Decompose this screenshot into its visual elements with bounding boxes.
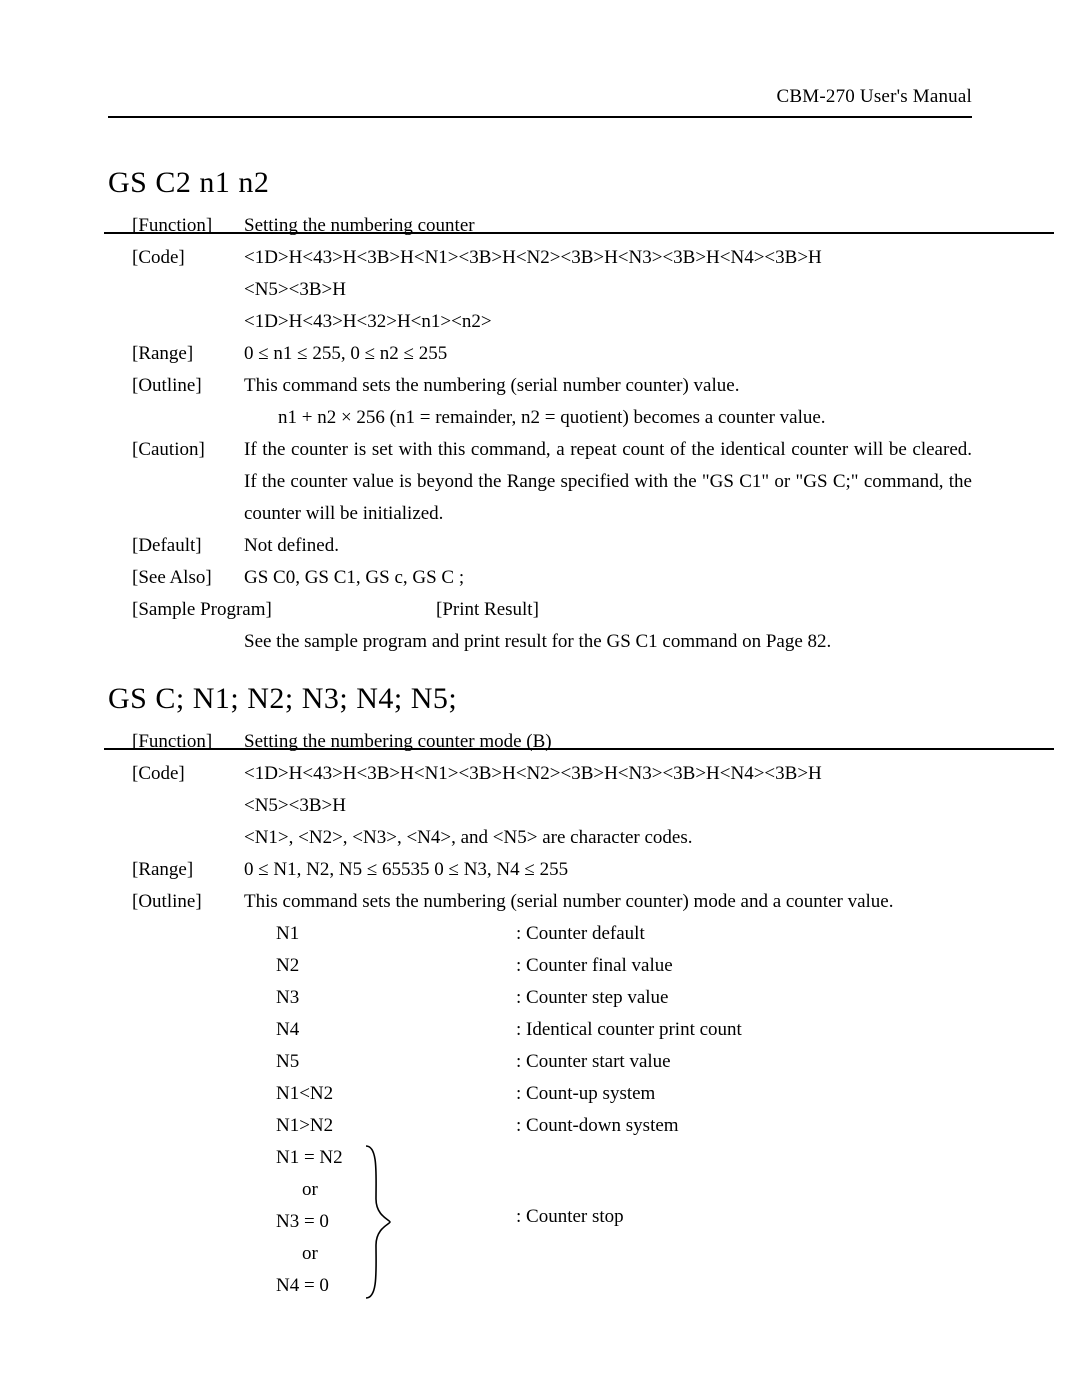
seealso-row: [See Also] GS C0, GS C1, GS c, GS C ; [132, 562, 972, 594]
sample-row: [Sample Program] [Print Result] [132, 594, 972, 626]
brace-line: N1 = N2 [276, 1142, 343, 1174]
param-desc: : Count-down system [516, 1110, 679, 1142]
param-desc: : Count-up system [516, 1078, 655, 1110]
param-row: N1>N2: Count-down system [276, 1110, 972, 1142]
function-label-2: [Function] [132, 726, 244, 758]
param-name: N1 [276, 918, 516, 950]
caution-row: [Caution] If the counter is set with thi… [132, 434, 972, 530]
brace-line: or [276, 1174, 343, 1206]
param-desc: : Counter step value [516, 982, 669, 1014]
doc-header: CBM-270 User's Manual [108, 86, 972, 108]
param-row: N2: Counter final value [276, 950, 972, 982]
param-name: N3 [276, 982, 516, 1014]
range-row: [Range] 0 ≤ n1 ≤ 255, 0 ≤ n2 ≤ 255 [132, 338, 972, 370]
range-label-2: [Range] [132, 854, 244, 886]
page: CBM-270 User's Manual GS C2 n1 n2 [Funct… [0, 0, 1080, 1397]
param-name: N2 [276, 950, 516, 982]
param-row: N1: Counter default [276, 918, 972, 950]
function-row: [Function] Setting the numbering counter [132, 210, 972, 242]
param-name: N1>N2 [276, 1110, 516, 1142]
caution-label: [Caution] [132, 434, 244, 530]
seealso-label: [See Also] [132, 562, 244, 594]
section2-body: [Function] Setting the numbering counter… [132, 726, 972, 1302]
param-name: N5 [276, 1046, 516, 1078]
code-label-2: [Code] [132, 758, 244, 790]
code2-line1: <1D>H<43>H<3B>H<N1><3B>H<N2><3B>H<N3><3B… [244, 758, 972, 790]
outline-label: [Outline] [132, 370, 244, 402]
param-row: N5: Counter start value [276, 1046, 972, 1078]
function-row-2: [Function] Setting the numbering counter… [132, 726, 972, 758]
param-row: N1<N2: Count-up system [276, 1078, 972, 1110]
function-value: Setting the numbering counter [244, 210, 475, 242]
sample-note: See the sample program and print result … [244, 626, 972, 658]
brace-line: or [276, 1238, 343, 1270]
param-desc: : Counter final value [516, 950, 673, 982]
outline-value-2: This command sets the numbering (serial … [244, 886, 972, 918]
seealso-value: GS C0, GS C1, GS c, GS C ; [244, 562, 972, 594]
print-label: [Print Result] [436, 594, 539, 626]
range-value: 0 ≤ n1 ≤ 255, 0 ≤ n2 ≤ 255 [244, 338, 972, 370]
default-label: [Default] [132, 530, 244, 562]
param-desc: : Identical counter print count [516, 1014, 742, 1046]
param-desc: : Counter default [516, 918, 645, 950]
range-value-2: 0 ≤ N1, N2, N5 ≤ 65535 0 ≤ N3, N4 ≤ 255 [244, 854, 972, 886]
outline-line1: This command sets the numbering (serial … [244, 370, 972, 402]
caution-value: If the counter is set with this command,… [244, 434, 972, 530]
code2-line3: <N1>, <N2>, <N3>, <N4>, and <N5> are cha… [244, 822, 972, 854]
outline-line2: n1 + n2 × 256 (n1 = remainder, n2 = quot… [244, 402, 972, 434]
brace-items: N1 = N2 or N3 = 0 or N4 = 0 [276, 1142, 343, 1302]
section2-title: GS C; N1; N2; N3; N4; N5; [108, 682, 972, 716]
outline-row: [Outline] This command sets the numberin… [132, 370, 972, 402]
range-label: [Range] [132, 338, 244, 370]
function-label: [Function] [132, 210, 244, 242]
default-value: Not defined. [244, 530, 972, 562]
code-line2: <N5><3B>H [244, 274, 972, 306]
brace-group: N1 = N2 or N3 = 0 or N4 = 0 : Counter st… [276, 1142, 972, 1302]
code2-line2: <N5><3B>H [244, 790, 972, 822]
param-table: N1: Counter default N2: Counter final va… [276, 918, 972, 1142]
param-name: N4 [276, 1014, 516, 1046]
code-row: [Code] <1D>H<43>H<3B>H<N1><3B>H<N2><3B>H… [132, 242, 972, 274]
param-desc: : Counter start value [516, 1046, 671, 1078]
function-value-2: Setting the numbering counter mode (B) [244, 726, 552, 758]
param-row: N4: Identical counter print count [276, 1014, 972, 1046]
brace-line: N3 = 0 [276, 1206, 343, 1238]
right-brace-icon [362, 1144, 392, 1300]
brace-line: N4 = 0 [276, 1270, 343, 1302]
range-row-2: [Range] 0 ≤ N1, N2, N5 ≤ 65535 0 ≤ N3, N… [132, 854, 972, 886]
brace-desc: : Counter stop [516, 1206, 624, 1228]
outline-row-2: [Outline] This command sets the numberin… [132, 886, 972, 918]
header-rule [108, 116, 972, 118]
code-line3: <1D>H<43>H<32>H<n1><n2> [244, 306, 972, 338]
code-label: [Code] [132, 242, 244, 274]
param-name: N1<N2 [276, 1078, 516, 1110]
section1-body: [Function] Setting the numbering counter… [132, 210, 972, 658]
sample-label: [Sample Program] [132, 594, 436, 626]
default-row: [Default] Not defined. [132, 530, 972, 562]
param-row: N3: Counter step value [276, 982, 972, 1014]
code-row-2: [Code] <1D>H<43>H<3B>H<N1><3B>H<N2><3B>H… [132, 758, 972, 790]
outline-label-2: [Outline] [132, 886, 244, 918]
code-line1: <1D>H<43>H<3B>H<N1><3B>H<N2><3B>H<N3><3B… [244, 242, 972, 274]
section1-title: GS C2 n1 n2 [108, 166, 972, 200]
